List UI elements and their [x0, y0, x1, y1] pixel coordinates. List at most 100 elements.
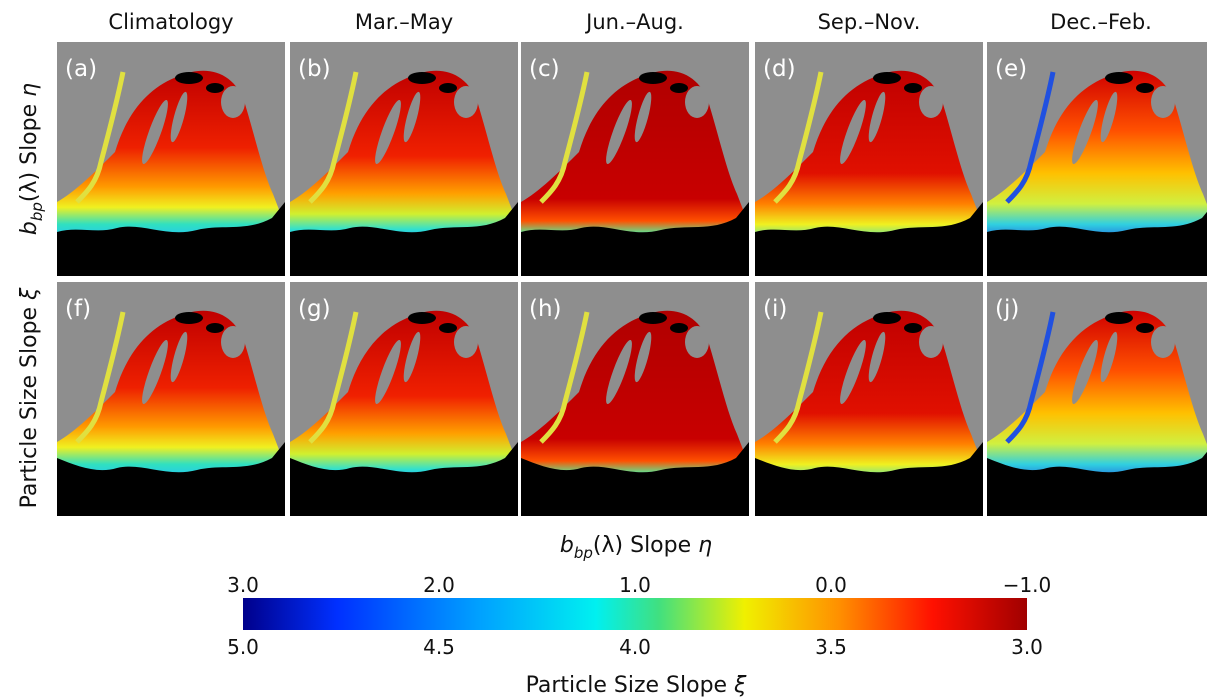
colorbar: [243, 598, 1027, 630]
bay: [919, 326, 943, 358]
panel-label: (g): [298, 296, 331, 322]
island: [639, 72, 667, 84]
bay: [1072, 99, 1098, 165]
colorbar-label: Particle Size Slope ξ: [526, 673, 747, 698]
island: [408, 72, 436, 84]
bay: [685, 86, 709, 118]
symbol: b: [560, 533, 574, 558]
colorbar-tick-label: 4.5: [423, 635, 455, 659]
land: [57, 202, 285, 276]
map-panel: (j): [987, 282, 1207, 516]
island: [873, 312, 901, 324]
bay: [142, 99, 168, 165]
row-label: bbp(λ) Slope η: [17, 83, 46, 235]
panel-label: (i): [763, 296, 787, 322]
variable: η: [17, 83, 42, 97]
land: [57, 442, 285, 516]
land: [987, 451, 1207, 516]
colorbar-tick-label: 3.0: [227, 573, 259, 597]
bay: [454, 326, 478, 358]
bay: [840, 99, 866, 165]
subscript: bp: [574, 544, 593, 562]
map-panel: (c): [521, 42, 749, 276]
panel-label: (a): [65, 56, 97, 82]
island: [873, 72, 901, 84]
bay: [606, 99, 632, 165]
island: [175, 312, 203, 324]
data-field: [987, 70, 1207, 242]
map-panel: (e): [987, 42, 1207, 276]
panel-label: (e): [995, 56, 1027, 82]
variable: ξ: [17, 287, 42, 301]
bay: [170, 331, 188, 383]
panel-label: (b): [298, 56, 331, 82]
island: [639, 312, 667, 324]
bay: [142, 339, 168, 405]
column-title: Jun.–Aug.: [584, 10, 684, 34]
bay: [454, 86, 478, 118]
colorbar-tick-label: 5.0: [227, 635, 259, 659]
column-title: Dec.–Feb.: [1050, 10, 1152, 34]
land: [521, 442, 749, 516]
island: [904, 83, 922, 93]
map-panel: (d): [755, 42, 983, 276]
land: [987, 211, 1207, 276]
panel-label: (d): [763, 56, 796, 82]
bay: [919, 86, 943, 118]
colorbar-tick-label: 3.5: [815, 635, 847, 659]
colorbar-label: bbp(λ) Slope η: [560, 533, 712, 562]
bay: [1100, 331, 1118, 383]
panel-label: (f): [65, 296, 91, 322]
island: [670, 323, 688, 333]
island: [1105, 312, 1133, 324]
bay: [634, 331, 652, 383]
coast-strand: [539, 311, 590, 444]
column-title: Sep.–Nov.: [818, 10, 921, 34]
row-label: Particle Size Slope ξ: [17, 287, 42, 508]
island: [904, 323, 922, 333]
coast-strand: [1005, 311, 1056, 444]
bay: [221, 86, 245, 118]
bay: [840, 339, 866, 405]
colorbar-tick-label: 4.0: [619, 635, 651, 659]
land: [290, 202, 518, 276]
subscript: bp: [28, 202, 46, 221]
coast-strand: [1005, 71, 1056, 204]
map-panel: (h): [521, 282, 749, 516]
colorbar-tick-label: 1.0: [619, 573, 651, 597]
bay: [403, 91, 421, 143]
colorbar-tick-label: 3.0: [1011, 635, 1043, 659]
island: [1136, 323, 1154, 333]
colorbar-tick-label: −1.0: [1003, 573, 1052, 597]
column-title: Mar.–May: [355, 10, 453, 34]
bay: [170, 91, 188, 143]
island: [175, 72, 203, 84]
bay: [1072, 339, 1098, 405]
variable: η: [698, 533, 712, 558]
coast-strand: [773, 311, 824, 444]
coast-strand: [773, 71, 824, 204]
panel-label: (c): [529, 56, 560, 82]
bay: [1151, 86, 1175, 118]
panel-label: (j): [995, 296, 1019, 322]
coast-strand: [539, 71, 590, 204]
island: [439, 323, 457, 333]
bay: [868, 91, 886, 143]
island: [1136, 83, 1154, 93]
coast-strand: [308, 71, 359, 204]
data-field: [987, 310, 1207, 482]
variable: ξ: [733, 673, 747, 698]
island: [206, 323, 224, 333]
bay: [375, 99, 401, 165]
bay: [868, 331, 886, 383]
bay: [634, 91, 652, 143]
colorbar-tick-label: 2.0: [423, 573, 455, 597]
map-panel: (i): [755, 282, 983, 516]
bay: [1151, 326, 1175, 358]
bay: [221, 326, 245, 358]
land: [755, 442, 983, 516]
coast-strand: [75, 71, 126, 204]
map-panel: (b): [290, 42, 518, 276]
row-label-text: (λ) Slope: [17, 97, 42, 202]
